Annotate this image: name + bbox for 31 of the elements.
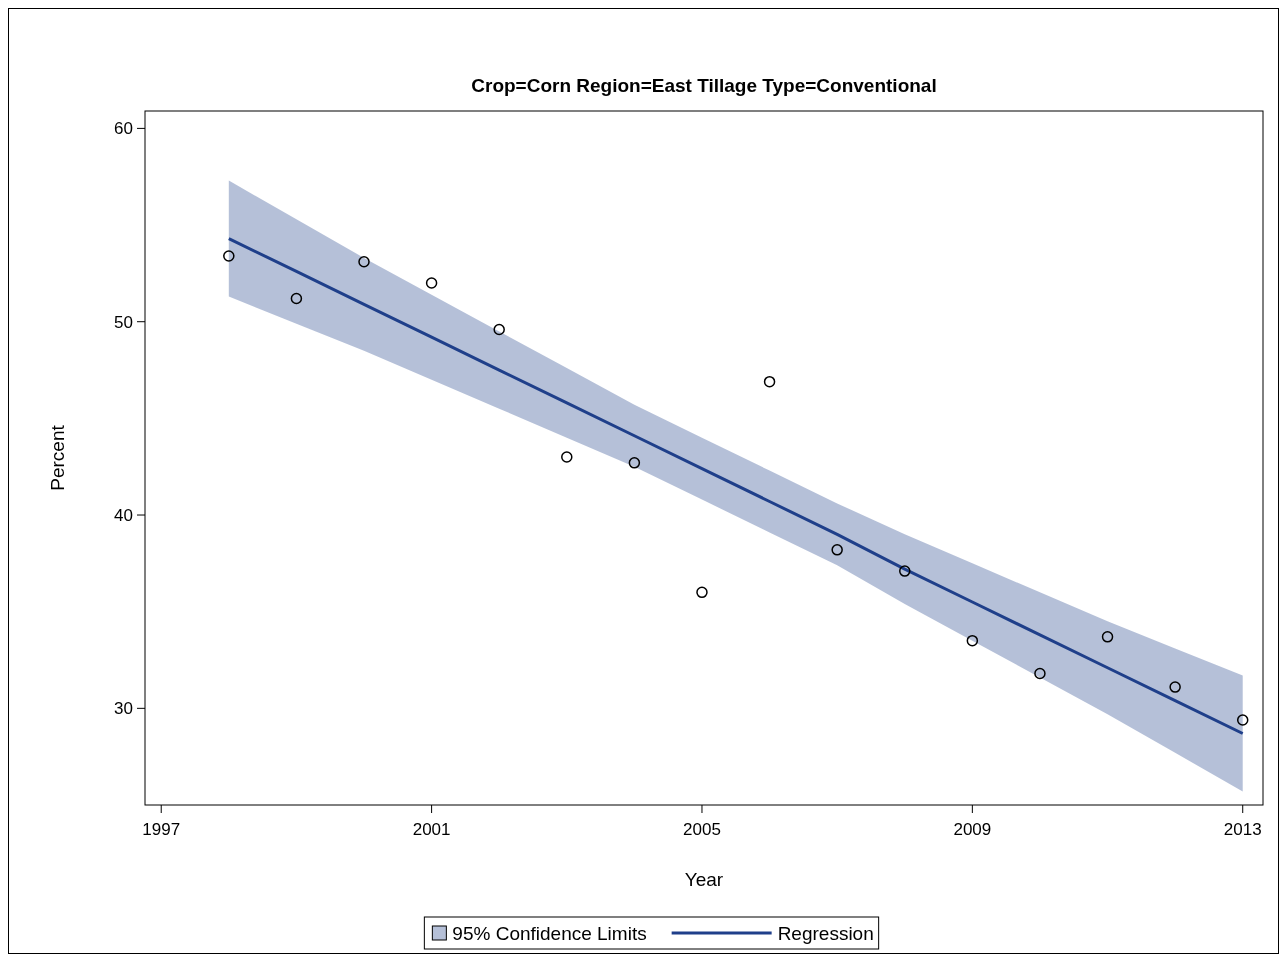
point bbox=[1236, 714, 1249, 726]
y-tick-label: 30 bbox=[114, 699, 133, 719]
y-axis-title: Percent bbox=[47, 424, 68, 491]
point bbox=[493, 323, 505, 336]
y-tick-label: 60 bbox=[114, 119, 133, 139]
chart-title: Crop=Corn Region=East Tillage Type=Conventional bbox=[471, 75, 937, 96]
point bbox=[763, 375, 776, 388]
point bbox=[1169, 681, 1181, 693]
x-tick-label: 1997 bbox=[142, 820, 181, 839]
y-tick-label: 40 bbox=[114, 506, 133, 526]
text: 95% Confidence Limits bbox=[452, 923, 647, 944]
point bbox=[831, 544, 843, 556]
point bbox=[966, 634, 979, 647]
x-axis-title: Year bbox=[684, 869, 724, 890]
line-series bbox=[227, 237, 1245, 735]
point bbox=[696, 586, 708, 599]
y-tick-label: 50 bbox=[114, 312, 133, 332]
text: Regression bbox=[777, 923, 874, 944]
point bbox=[899, 565, 911, 577]
x-tick-label: 2013 bbox=[1223, 820, 1262, 839]
point bbox=[1034, 667, 1046, 680]
point bbox=[358, 256, 370, 268]
point bbox=[223, 250, 235, 262]
point bbox=[425, 277, 438, 289]
point bbox=[561, 451, 573, 463]
x-tick-label: 2009 bbox=[953, 820, 992, 839]
point bbox=[628, 457, 641, 469]
x-tick-label: 2005 bbox=[683, 820, 721, 839]
x-tick-label: 2001 bbox=[412, 820, 451, 839]
point bbox=[290, 292, 303, 305]
point bbox=[1101, 631, 1114, 643]
